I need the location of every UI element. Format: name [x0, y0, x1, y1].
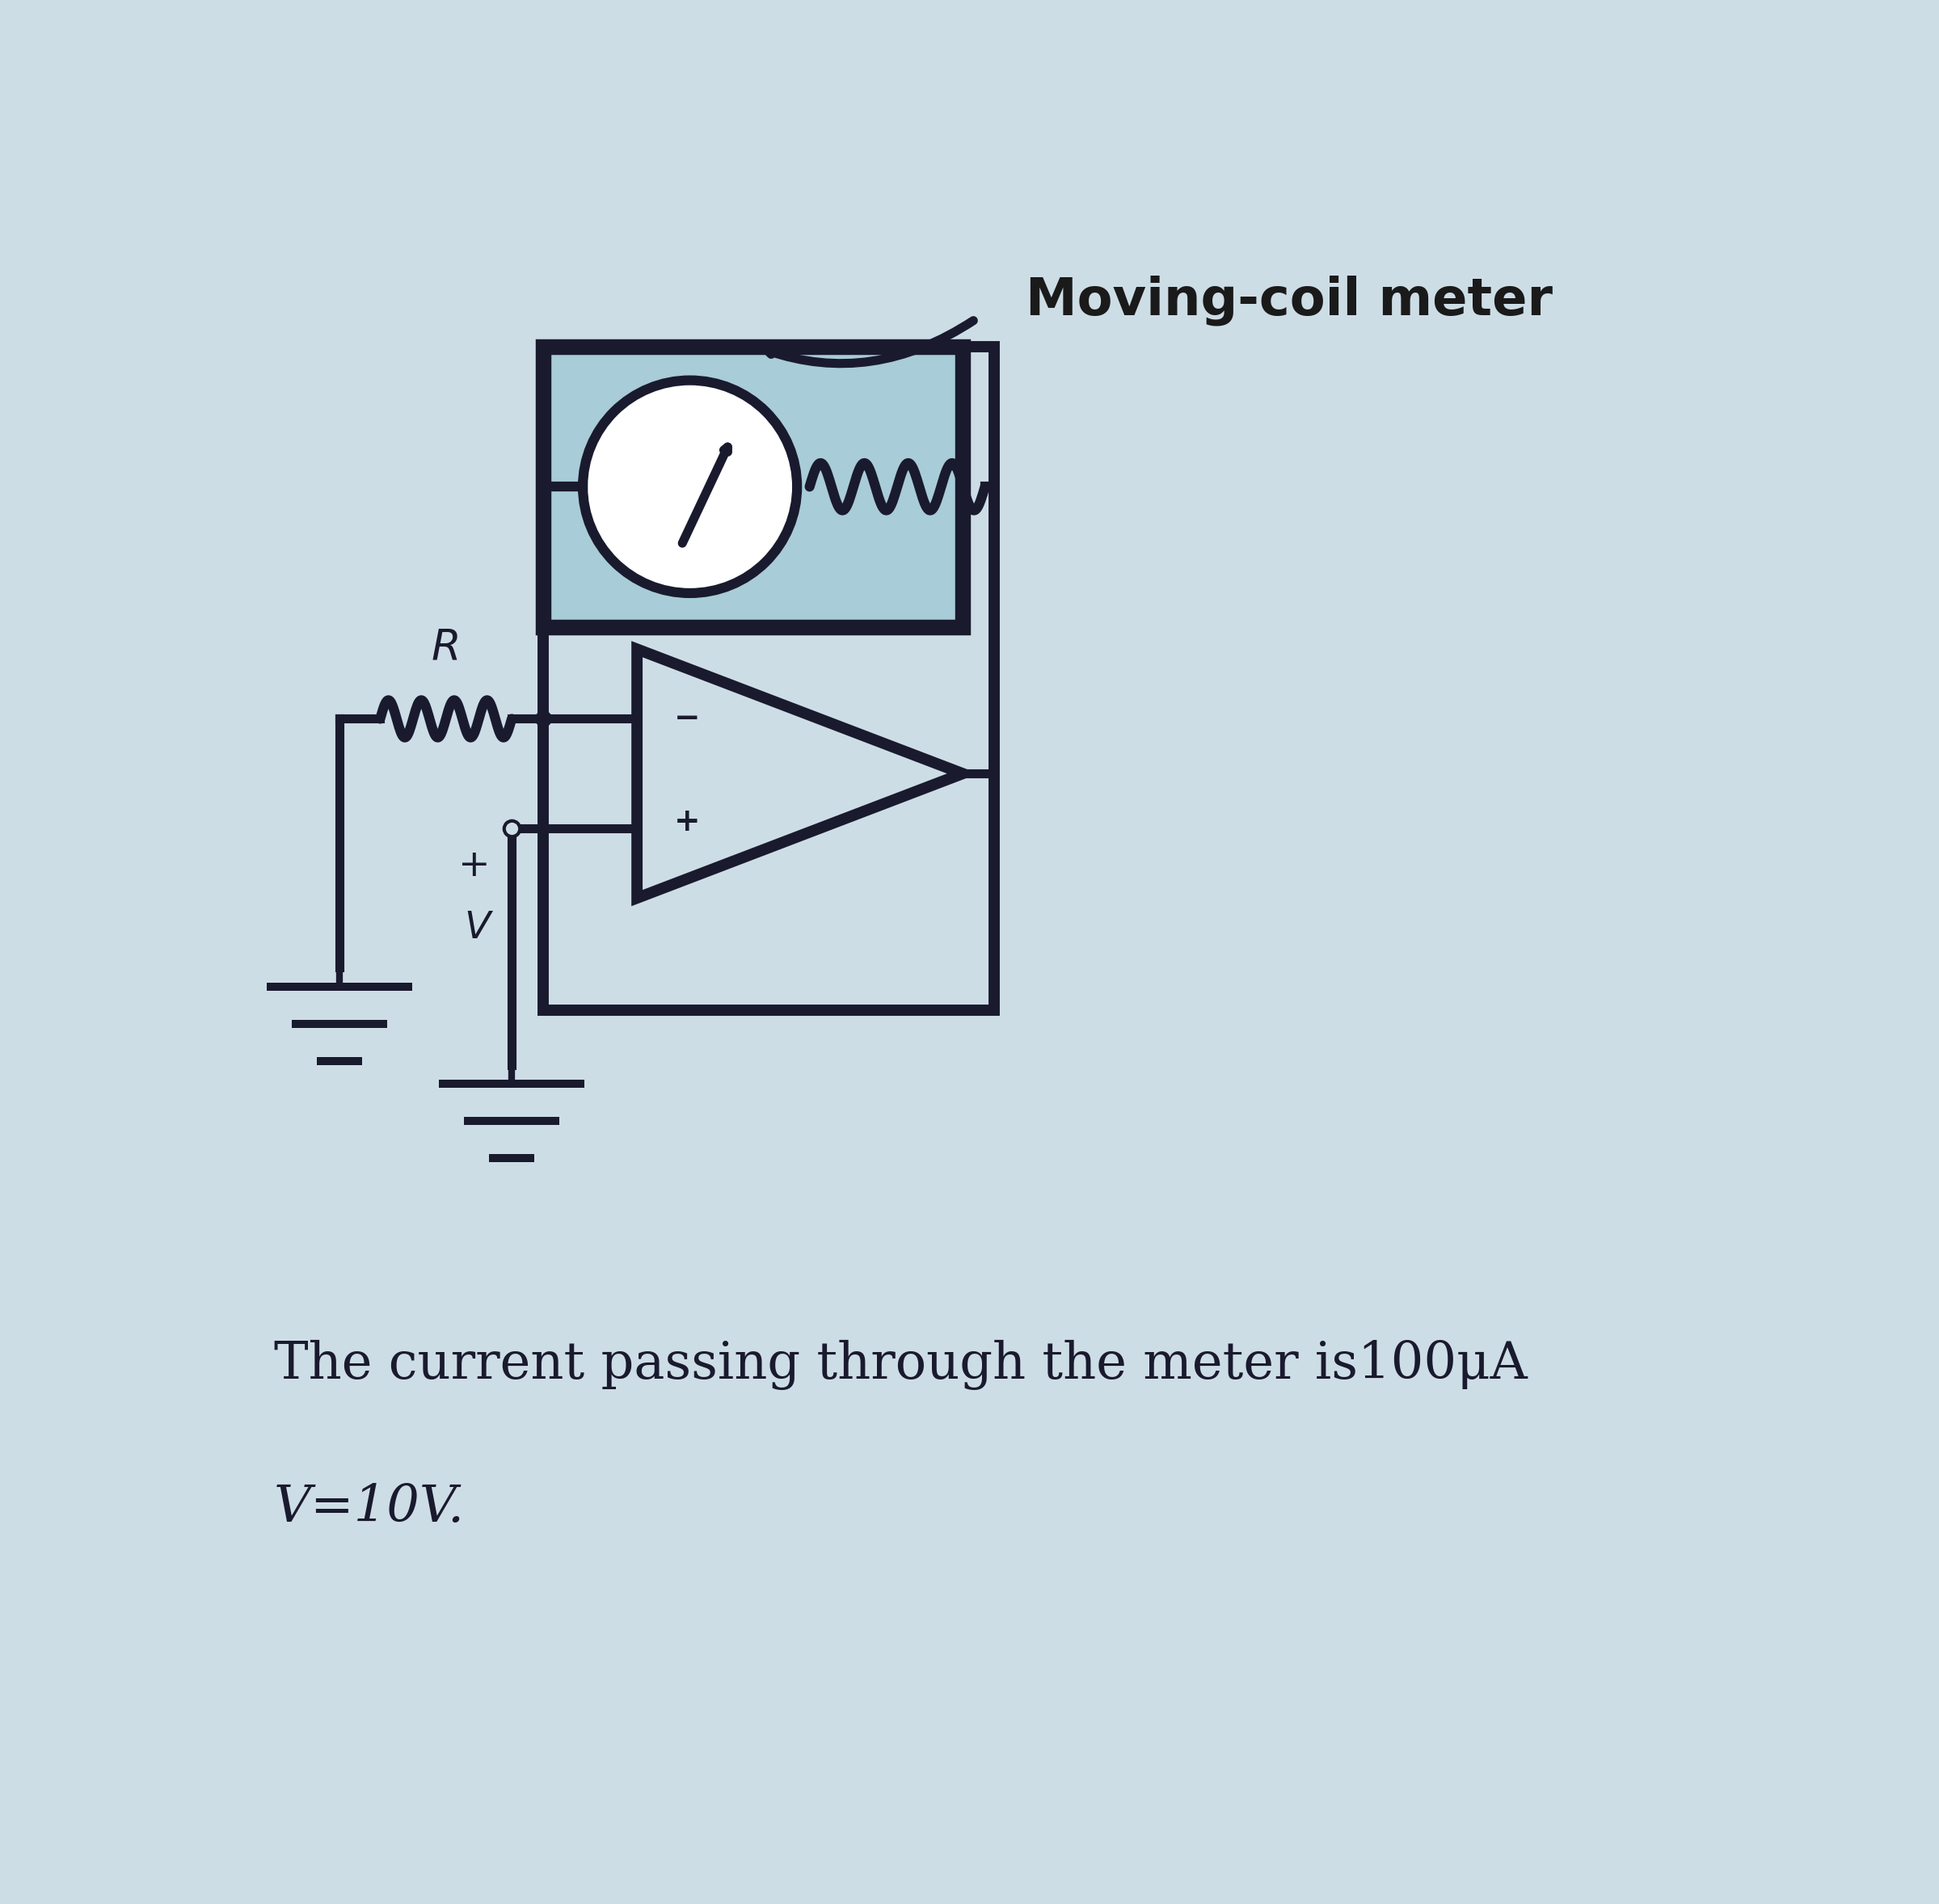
Text: Moving-coil meter: Moving-coil meter [1026, 276, 1553, 326]
Bar [543, 347, 995, 1009]
Text: V: V [463, 910, 491, 946]
Text: +: + [458, 847, 491, 883]
Text: The current passing through the meter is100μA: The current passing through the meter is… [273, 1340, 1528, 1390]
Text: V=10V.: V=10V. [273, 1483, 465, 1533]
Bar [543, 347, 964, 626]
Text: R: R [430, 626, 461, 668]
Text: +: + [675, 807, 700, 838]
Circle shape [584, 381, 797, 594]
Text: −: − [675, 703, 700, 735]
